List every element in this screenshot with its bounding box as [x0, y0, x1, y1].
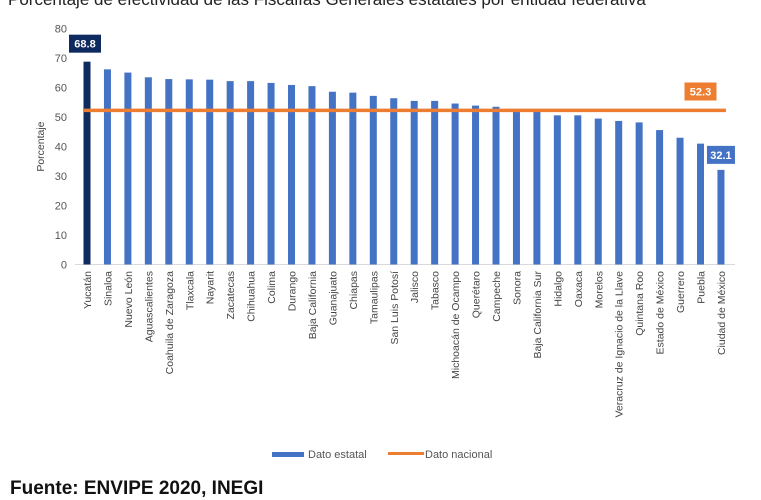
bar-estado-de-méxico	[656, 130, 664, 265]
bar-coahuila-de-zaragoza	[165, 79, 173, 265]
x-tick-label: Zacatecas	[225, 271, 237, 319]
x-tick-label: Ciudad de México	[716, 271, 728, 355]
bar-tlaxcala	[185, 79, 193, 265]
y-tick-label: 10	[55, 230, 67, 242]
x-tick-label: Chiapas	[348, 271, 360, 310]
x-tick-label: Jalisco	[409, 271, 421, 303]
bar-quintana-roo	[635, 122, 643, 265]
x-tick-label: Quintana Roo	[634, 271, 646, 336]
x-tick-label: Sinaloa	[102, 271, 114, 306]
bar-veracruz-de-ignacio-de-la-llave	[615, 120, 623, 265]
bar-jalisco	[410, 100, 418, 265]
x-tick-label: Colima	[266, 271, 278, 304]
bar-querétaro	[472, 105, 480, 265]
x-tick-label: Tabasco	[430, 271, 442, 310]
x-tick-label: Durango	[287, 271, 299, 311]
data-label-cdmx-bg	[706, 145, 735, 164]
bar-sonora	[512, 111, 520, 265]
y-tick-label: 20	[55, 201, 67, 213]
bar-oaxaca	[574, 115, 582, 265]
y-tick-label: 50	[55, 112, 67, 124]
x-tick-label: Morelos	[593, 271, 605, 308]
x-tick-label: Puebla	[696, 271, 708, 304]
legend-label-estatal: Dato estatal	[308, 449, 367, 461]
x-tick-label: Chihuahua	[246, 271, 258, 322]
bar-zacatecas	[226, 81, 234, 265]
bar-nuevo-león	[124, 72, 132, 265]
bar-guerrero	[676, 137, 684, 265]
bar-hidalgo	[553, 115, 561, 265]
x-tick-label: Campeche	[491, 271, 503, 322]
y-tick-label: 60	[55, 83, 67, 95]
bar-baja-california-sur	[533, 111, 541, 265]
y-tick-label: 80	[55, 24, 67, 36]
bar-sinaloa	[103, 69, 111, 265]
bar-campeche	[492, 106, 500, 265]
data-label-yucatan-bg	[69, 34, 101, 53]
bar-yucatán	[83, 61, 91, 265]
x-tick-label: Tamaulipas	[368, 271, 380, 324]
bar-san-luis-potosí	[390, 98, 398, 265]
bar-morelos	[594, 118, 602, 265]
x-tick-label: Baja California Sur	[532, 271, 544, 359]
x-tick-label: Oaxaca	[573, 271, 585, 307]
bar-tabasco	[431, 100, 439, 265]
chart-title: Porcentaje de efectividad de las Fiscalí…	[8, 0, 646, 10]
legend-label-nacional: Dato nacional	[425, 449, 492, 461]
bar-chiapas	[349, 92, 357, 265]
y-axis-label: Porcentaje	[35, 121, 47, 171]
y-tick-label: 0	[61, 260, 67, 272]
y-tick-label: 70	[55, 53, 67, 65]
y-tick-label: 30	[55, 171, 67, 183]
bar-puebla	[697, 143, 704, 265]
y-tick-label: 40	[55, 142, 67, 154]
x-tick-label: Hidalgo	[552, 271, 564, 307]
x-tick-label: Tlaxcala	[184, 271, 196, 310]
x-tick-label: Querétaro	[471, 271, 483, 318]
bar-baja-california	[308, 86, 316, 265]
bar-michoacán-de-ocampo	[451, 103, 459, 265]
bar-nayarit	[206, 79, 214, 265]
bar-chihuahua	[247, 81, 255, 265]
bar-ciudad-de-méxico	[717, 169, 725, 265]
x-tick-label: Baja California	[307, 271, 319, 339]
data-label-cdmx: 32.1	[710, 150, 731, 162]
data-label-nacional: 52.3	[690, 87, 711, 99]
data-label-yucatan: 68.8	[74, 39, 95, 51]
x-tick-label: Guanajuato	[327, 271, 339, 325]
bar-colima	[267, 82, 275, 265]
x-tick-label: Nuevo León	[123, 271, 135, 328]
legend-swatch-nacional	[388, 452, 424, 455]
bar-aguascalientes	[144, 77, 152, 265]
x-tick-label: San Luis Potosí	[389, 271, 401, 345]
bar-durango	[288, 84, 295, 265]
x-tick-label: Aguascalientes	[143, 271, 155, 342]
bar-guanajuato	[328, 91, 336, 265]
source-note: Fuente: ENVIPE 2020, INEGI	[10, 478, 264, 499]
x-tick-label: Coahuila de Zaragoza	[164, 271, 176, 374]
x-tick-label: Yucatán	[82, 271, 94, 309]
x-tick-label: Sonora	[511, 271, 523, 305]
x-tick-label: Guerrero	[675, 271, 687, 313]
legend-swatch-estatal	[272, 452, 304, 457]
x-tick-label: Estado de México	[655, 271, 667, 355]
bar-tamaulipas	[369, 95, 377, 265]
x-tick-label: Veracruz de Ignacio de la Llave	[614, 271, 626, 418]
data-label-nacional-bg	[684, 82, 717, 101]
x-tick-label: Nayarit	[205, 271, 217, 304]
x-tick-label: Michoacán de Ocampo	[450, 271, 462, 379]
